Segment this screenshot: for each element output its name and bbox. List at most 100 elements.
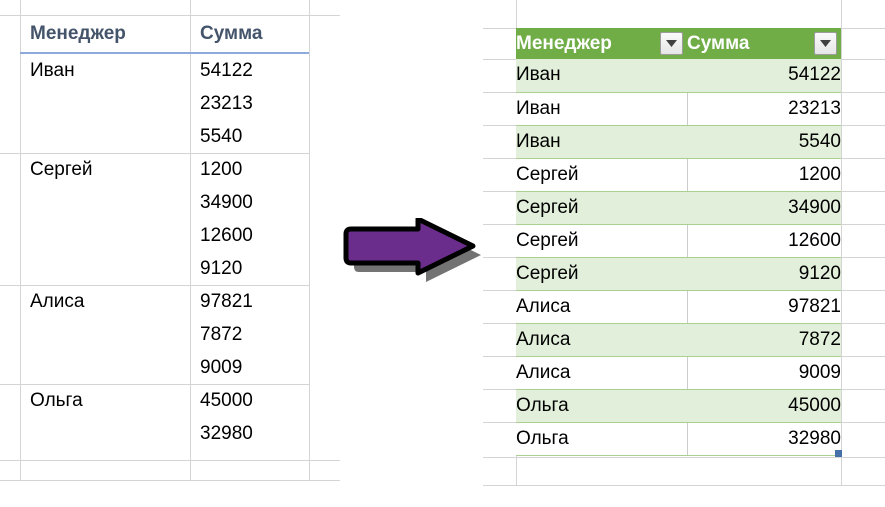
cell-manager[interactable]: Сергей (516, 257, 687, 291)
source-table: Менеджер Сумма Иван 54122 23213 5540 Сергей 1… (0, 15, 309, 450)
gridline-vertical (190, 0, 191, 480)
cell-amount[interactable]: 45000 (687, 389, 841, 423)
table-row[interactable]: Алиса 7872 (516, 323, 841, 357)
cell-amount[interactable]: 32980 (687, 422, 841, 456)
table-body: Иван 54122 Иван 23213 Иван 5540 Сергей 1200 Серг… (516, 59, 841, 456)
source-value-list: 45000 32980 (190, 384, 309, 450)
chevron-down-icon (666, 40, 677, 47)
excel-formatted-table: Менеджер Сумма Иван 54 (516, 28, 841, 456)
gridline-horizontal (483, 191, 516, 192)
cell-amount[interactable]: 9009 (687, 356, 841, 390)
table-header-row: Менеджер Сумма (516, 28, 841, 59)
source-header-manager: Менеджер (30, 22, 126, 44)
arrow-right-icon (343, 216, 481, 282)
result-spreadsheet: Менеджер Сумма Иван 54 (483, 0, 885, 500)
cell-amount[interactable]: 34900 (687, 191, 841, 225)
cell-manager[interactable]: Иван (516, 92, 688, 126)
gridline-horizontal (0, 15, 340, 16)
cell-amount[interactable]: 7872 (687, 323, 841, 357)
gridline-horizontal (841, 356, 885, 357)
source-value-cell: 32980 (200, 422, 253, 444)
table-row[interactable]: Ольга 45000 (516, 389, 841, 423)
source-header-row: Менеджер Сумма (20, 15, 309, 54)
table-row[interactable]: Сергей 34900 (516, 191, 841, 225)
source-value-list: 54122 23213 5540 (190, 54, 309, 153)
cell-amount[interactable]: 12600 (687, 224, 841, 258)
cell-manager[interactable]: Сергей (516, 191, 687, 225)
table-row[interactable]: Сергей 1200 (516, 158, 841, 192)
cell-manager[interactable]: Алиса (516, 356, 688, 390)
cell-amount[interactable]: 23213 (687, 92, 841, 126)
table-row[interactable]: Иван 5540 (516, 125, 841, 159)
cell-manager[interactable]: Ольга (516, 422, 688, 456)
table-row[interactable]: Алиса 97821 (516, 290, 841, 324)
source-group: Сергей 1200 34900 12600 9120 (0, 153, 309, 285)
gridline-horizontal (483, 485, 885, 486)
gridline-horizontal (483, 92, 516, 93)
gridline-horizontal (483, 356, 516, 357)
gridline-horizontal (483, 422, 516, 423)
source-value-cell: 45000 (200, 389, 253, 411)
gridline-horizontal (841, 158, 885, 159)
source-spreadsheet: Менеджер Сумма Иван 54122 23213 5540 Сергей 1… (0, 0, 340, 500)
chevron-down-icon (820, 40, 831, 47)
gridline-horizontal (841, 257, 885, 258)
source-value-cell: 1200 (200, 158, 243, 180)
source-value-cell: 97821 (200, 290, 253, 312)
cell-manager[interactable]: Иван (516, 59, 687, 93)
filter-dropdown-icon-amount[interactable] (814, 32, 837, 55)
gridline-horizontal (841, 224, 885, 225)
cell-manager[interactable]: Алиса (516, 323, 687, 357)
table-row[interactable]: Сергей 12600 (516, 224, 841, 258)
cell-amount[interactable]: 97821 (687, 290, 841, 324)
column-header-amount[interactable]: Сумма (687, 28, 841, 59)
source-group-list: Иван 54122 23213 5540 Сергей 1200 34900 12600 91… (0, 54, 309, 450)
gridline-horizontal (841, 389, 885, 390)
cell-amount[interactable]: 54122 (687, 59, 841, 93)
gridline-horizontal (483, 389, 516, 390)
gridline-horizontal (483, 323, 516, 324)
source-value-cell: 12600 (200, 224, 253, 246)
gridline-horizontal (483, 257, 516, 258)
gridline-vertical (841, 0, 842, 485)
table-row[interactable]: Иван 23213 (516, 92, 841, 126)
gridline-horizontal (841, 125, 885, 126)
source-group: Алиса 97821 7872 9009 (0, 285, 309, 384)
source-value-list: 1200 34900 12600 9120 (190, 153, 309, 285)
cell-manager[interactable]: Ольга (516, 389, 687, 423)
table-row[interactable]: Алиса 9009 (516, 356, 841, 390)
source-value-cell: 5540 (200, 125, 243, 147)
cell-amount[interactable]: 5540 (687, 125, 841, 159)
source-value-cell: 9009 (200, 356, 243, 378)
cell-manager[interactable]: Алиса (516, 290, 688, 324)
cell-amount[interactable]: 1200 (687, 158, 841, 192)
table-row[interactable]: Иван 54122 (516, 59, 841, 93)
source-value-cell: 7872 (200, 323, 243, 345)
table-resize-handle[interactable] (835, 450, 842, 457)
table-row[interactable]: Ольга 32980 (516, 422, 841, 456)
cell-manager[interactable]: Иван (516, 125, 687, 159)
gridline-horizontal (483, 290, 516, 291)
gridline-horizontal (841, 59, 885, 60)
source-group-manager: Алиса (30, 290, 85, 312)
cell-manager[interactable]: Сергей (516, 224, 688, 258)
gridline-horizontal (483, 457, 885, 458)
source-group-manager: Ольга (30, 389, 83, 411)
gridline-horizontal (841, 92, 885, 93)
gridline-horizontal (841, 191, 885, 192)
source-header-amount: Сумма (200, 22, 263, 44)
filter-dropdown-icon-manager[interactable] (660, 32, 683, 55)
column-header-amount-label: Сумма (687, 32, 750, 54)
gridline-horizontal (841, 422, 885, 423)
column-header-manager-label: Менеджер (516, 32, 612, 54)
table-row[interactable]: Сергей 9120 (516, 257, 841, 291)
cell-manager[interactable]: Сергей (516, 158, 688, 192)
gridline-horizontal (841, 323, 885, 324)
cell-amount[interactable]: 9120 (687, 257, 841, 291)
transform-arrow (340, 216, 490, 288)
gridline-horizontal (841, 290, 885, 291)
source-value-list: 97821 7872 9009 (190, 285, 309, 384)
column-header-manager[interactable]: Менеджер (516, 28, 687, 59)
source-value-cell: 9120 (200, 257, 243, 279)
gridline-horizontal (483, 158, 516, 159)
